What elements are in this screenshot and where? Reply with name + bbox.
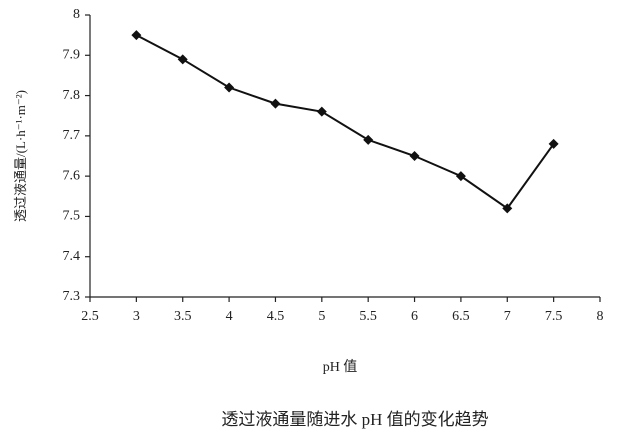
x-tick-label: 7.5 (545, 309, 563, 324)
x-tick-label: 4.5 (267, 309, 285, 324)
x-tick-label: 5 (318, 309, 325, 324)
data-line (135, 34, 555, 210)
x-tick-label: 8 (597, 309, 604, 324)
y-tick-label: 7.8 (63, 88, 81, 103)
y-tick-label: 7.3 (63, 289, 81, 304)
y-tick-label: 7.6 (63, 168, 81, 183)
data-marker (502, 203, 513, 214)
y-axis-label: 透过液通量/(L·h⁻¹·m⁻²) (13, 90, 28, 222)
y-tick-label: 7.4 (63, 249, 81, 264)
data-marker (363, 134, 374, 145)
data-marker (455, 171, 466, 182)
x-axis-label: pH 值 (323, 359, 358, 375)
x-tick-label: 6 (411, 309, 418, 324)
x-tick-label: 7 (504, 309, 511, 324)
data-marker (131, 30, 142, 41)
y-tick-label: 7.9 (63, 48, 81, 63)
chart-caption: 透过液通量随进水 pH 值的变化趋势 (221, 410, 488, 429)
x-tick-label: 6.5 (452, 309, 470, 324)
x-tick-label: 2.5 (81, 309, 99, 324)
x-tick-label: 3.5 (174, 309, 192, 324)
x-tick-label: 3 (133, 309, 140, 324)
data-marker (177, 54, 188, 65)
x-tick-label: 5.5 (359, 309, 377, 324)
data-marker (270, 98, 281, 109)
y-tick-label: 7.5 (63, 209, 81, 224)
y-tick-label: 8 (73, 7, 80, 22)
data-marker (409, 151, 420, 161)
data-marker (316, 106, 327, 117)
data-marker (224, 82, 235, 93)
y-tick-label: 7.7 (63, 128, 81, 143)
data-marker (548, 138, 559, 149)
x-tick-label: 4 (226, 309, 233, 324)
